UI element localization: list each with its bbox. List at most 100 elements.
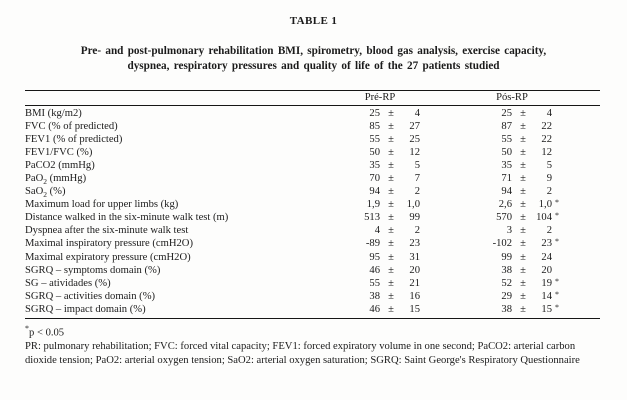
column-gap (420, 277, 472, 290)
row-label: SG – atividades (%) (25, 277, 111, 289)
row-tail (552, 224, 600, 237)
significance-star: * (555, 302, 559, 312)
pos-rp-value: 87 (501, 120, 512, 132)
pre-rp-sd: 27 (409, 120, 420, 132)
table-row: PaCO2 (mmHg) 35 ±5 35 ±5 (25, 159, 600, 172)
pre-rp-value: 46 (369, 303, 380, 315)
pre-rp-sd: 15 (409, 303, 420, 315)
pos-rp-value: -102 (492, 238, 512, 250)
column-gap (420, 146, 472, 159)
plus-minus-sign: ± (388, 290, 394, 302)
column-gap (420, 237, 472, 250)
row-tail (552, 198, 600, 211)
pre-rp-value: 513 (364, 212, 380, 224)
row-label: SGRQ – symptoms domain (%) (25, 264, 161, 276)
significance-star: * (555, 198, 559, 208)
significance-star: * (555, 276, 559, 286)
plus-minus-sign: ± (520, 238, 526, 250)
pos-rp-sd: 9 (546, 172, 552, 184)
row-label: PaO2 (mmHg) (25, 172, 87, 187)
row-label: Dyspnea after the six-minute walk test (25, 225, 189, 237)
row-tail (552, 211, 600, 224)
row-tail (552, 290, 600, 303)
plus-minus-sign: ± (520, 290, 526, 302)
pos-rp-sd: 14 * (541, 289, 559, 302)
significance-text: p < 0.05 (29, 327, 65, 339)
plus-minus-sign: ± (520, 251, 526, 263)
pos-rp-sd: 20 (541, 264, 552, 276)
pre-rp-value: 95 (369, 251, 380, 263)
pre-rp-value: 38 (369, 290, 380, 302)
pre-rp-sd: 31 (409, 251, 420, 263)
plus-minus-sign: ± (388, 238, 394, 250)
plus-minus-sign: ± (388, 225, 394, 237)
table-row: BMI (kg/m2) 25 ±4 25 ±4 (25, 107, 600, 120)
table-row: SGRQ – symptoms domain (%) 46 ±20 38 ±20 (25, 264, 600, 277)
pre-rp-sd: 4 (414, 107, 420, 119)
pre-rp-sd: 25 (409, 133, 420, 145)
row-tail (552, 251, 600, 264)
pos-rp-sd: 12 (541, 146, 552, 158)
pre-rp-value: -89 (365, 238, 380, 250)
pre-rp-value: 4 (374, 225, 380, 237)
row-label: Distance walked in the six-minute walk t… (25, 212, 229, 224)
pre-rp-value: 94 (369, 186, 380, 198)
pre-rp-sd: 2 (414, 186, 420, 198)
row-label: SGRQ – activities domain (%) (25, 290, 156, 302)
plus-minus-sign: ± (520, 264, 526, 276)
table-row: Distance walked in the six-minute walk t… (25, 211, 600, 224)
pos-rp-value: 570 (496, 212, 512, 224)
table-header-row: Pré-RP Pós-RP (25, 90, 600, 106)
pre-rp-value: 55 (369, 277, 380, 289)
pos-rp-sd: 15 * (541, 302, 559, 315)
pre-rp-sd: 23 (409, 238, 420, 250)
pos-rp-sd: 1,0 * (538, 198, 559, 211)
row-label: Maximal inspiratory pressure (cmH2O) (25, 238, 193, 250)
table-row: SG – atividades (%) 55 ±21 52 ±19 * (25, 277, 600, 290)
column-header-pos-rp: Pós-RP (496, 92, 528, 104)
pre-rp-sd: 7 (414, 172, 420, 184)
plus-minus-sign: ± (520, 133, 526, 145)
plus-minus-sign: ± (520, 186, 526, 198)
column-header-pre-rp: Pré-RP (364, 92, 396, 104)
pre-rp-sd: 12 (409, 146, 420, 158)
plus-minus-sign: ± (388, 186, 394, 198)
plus-minus-sign: ± (388, 107, 394, 119)
pre-rp-value: 70 (369, 172, 380, 184)
column-gap (420, 290, 472, 303)
plus-minus-sign: ± (388, 172, 394, 184)
table-row: FEV1/FVC (%) 50 ±12 50 ±12 (25, 146, 600, 159)
pos-rp-value: 25 (501, 107, 512, 119)
table-body: BMI (kg/m2) 25 ±4 25 ±4 FVC (% of predicted) 8… (25, 106, 600, 319)
pos-rp-value: 55 (501, 133, 512, 145)
column-gap (420, 159, 472, 172)
row-label: Maximum load for upper limbs (kg) (25, 199, 179, 211)
column-gap (420, 198, 472, 211)
pos-rp-value: 99 (501, 251, 512, 263)
pre-rp-value: 1,9 (366, 199, 380, 211)
row-label: Maximal expiratory pressure (cmH2O) (25, 251, 191, 263)
plus-minus-sign: ± (520, 146, 526, 158)
column-gap (420, 264, 472, 277)
row-tail (552, 133, 600, 146)
pos-rp-value: 2,6 (498, 199, 512, 211)
row-tail (552, 237, 600, 250)
table-row: SGRQ – impact domain (%) 46 ±15 38 ±15 * (25, 303, 600, 316)
plus-minus-sign: ± (388, 212, 394, 224)
column-gap (420, 251, 472, 264)
plus-minus-sign: ± (520, 107, 526, 119)
row-tail (552, 303, 600, 316)
pos-rp-value: 71 (501, 172, 512, 184)
pre-rp-sd: 21 (409, 277, 420, 289)
plus-minus-sign: ± (388, 120, 394, 132)
pre-rp-value: 25 (369, 107, 380, 119)
column-gap (420, 107, 472, 120)
plus-minus-sign: ± (388, 303, 394, 315)
pos-rp-value: 38 (501, 264, 512, 276)
table-row: FVC (% of predicted) 85 ±27 87 ±22 (25, 120, 600, 133)
plus-minus-sign: ± (520, 172, 526, 184)
table-row: PaO2 (mmHg) 70 ±7 71 ±9 (25, 172, 600, 187)
pos-rp-value: 3 (506, 225, 512, 237)
plus-minus-sign: ± (388, 159, 394, 171)
